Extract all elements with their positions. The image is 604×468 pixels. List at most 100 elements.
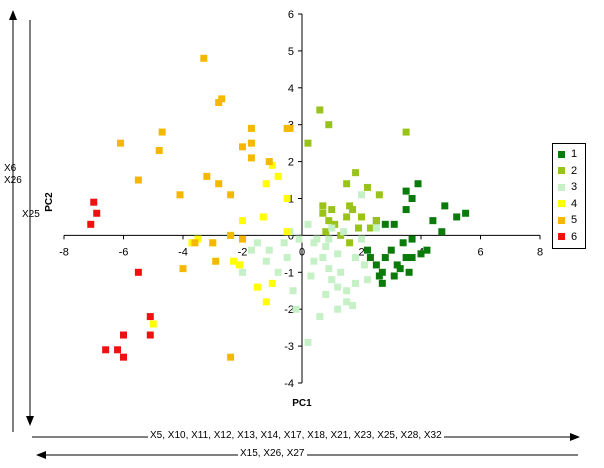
data-point-series-5	[117, 139, 125, 147]
legend-label: 2	[571, 164, 578, 177]
data-point-series-3	[280, 239, 288, 247]
data-point-series-1	[363, 246, 371, 254]
data-point-series-3	[328, 224, 336, 232]
legend-swatch	[558, 167, 565, 175]
data-point-series-5	[247, 139, 255, 147]
data-point-series-3	[319, 254, 327, 262]
data-point-series-1	[441, 202, 449, 210]
legend-item: 2	[558, 163, 585, 180]
data-point-series-1	[366, 254, 374, 262]
data-point-series-3	[340, 228, 348, 236]
data-point-series-5	[215, 99, 223, 107]
data-point-series-6	[134, 268, 142, 276]
data-point-series-4	[262, 298, 270, 306]
legend-item: 5	[558, 212, 585, 229]
legend-swatch	[558, 216, 565, 224]
data-point-series-1	[390, 220, 398, 228]
data-point-series-5	[227, 191, 235, 199]
left-arrow-down	[26, 20, 34, 426]
data-point-series-2	[372, 217, 380, 225]
data-point-series-3	[265, 246, 273, 254]
data-point-series-5	[227, 353, 235, 361]
x-tick-label: 2	[358, 246, 364, 258]
data-point-series-2	[363, 183, 371, 191]
legend-label: 1	[571, 148, 578, 161]
x-tick-label: -6	[119, 246, 129, 258]
data-point-series-1	[399, 239, 407, 247]
data-point-series-3	[349, 302, 357, 310]
y-tick-label: 5	[288, 46, 294, 58]
y-axis-title: PC2	[44, 192, 55, 212]
data-point-series-4	[253, 283, 261, 291]
data-point-series-1	[438, 228, 446, 236]
y-tick-label: 0	[288, 230, 294, 242]
data-point-series-2	[304, 139, 312, 147]
data-point-series-1	[378, 279, 386, 287]
data-point-series-4	[283, 195, 291, 202]
legend-item: 6	[558, 229, 585, 246]
data-point-series-5	[200, 54, 208, 62]
data-point-series-5	[247, 124, 255, 132]
data-point-series-1	[396, 265, 404, 273]
data-point-series-5	[176, 191, 184, 199]
data-point-series-4	[236, 261, 244, 269]
data-point-series-3	[304, 220, 312, 228]
y-tick-label: -4	[284, 378, 294, 390]
data-point-series-1	[405, 268, 413, 276]
data-point-series-5	[283, 124, 291, 132]
y-tick-label: -1	[284, 267, 294, 279]
data-point-series-3	[358, 191, 365, 199]
data-point-series-3	[372, 224, 380, 232]
data-point-series-2	[325, 121, 333, 129]
data-point-series-5	[239, 235, 246, 243]
data-point-series-5	[247, 154, 255, 162]
data-point-series-2	[337, 231, 345, 239]
data-point-series-1	[414, 180, 422, 188]
data-point-series-3	[363, 276, 371, 284]
data-point-series-6	[102, 346, 110, 354]
data-point-series-2	[331, 220, 339, 228]
legend: 1 2 3 4 5 6	[552, 143, 586, 249]
data-point-series-4	[268, 161, 276, 169]
data-point-series-2	[319, 209, 327, 217]
data-point-series-5	[239, 143, 246, 151]
data-point-series-6	[120, 353, 127, 361]
data-point-series-2	[358, 213, 365, 221]
data-point-series-1	[390, 272, 398, 280]
left-bottom-label: X25	[22, 209, 40, 220]
y-tick-label: 4	[288, 83, 294, 95]
legend-item: 3	[558, 179, 585, 196]
data-point-series-2	[328, 206, 336, 214]
data-point-series-3	[310, 239, 318, 247]
data-point-series-2	[349, 206, 357, 214]
y-tick-label: -2	[284, 304, 294, 316]
data-point-series-5	[215, 180, 223, 188]
data-point-series-3	[283, 254, 291, 262]
data-point-series-1	[381, 254, 389, 262]
data-point-series-4	[268, 279, 276, 287]
data-point-series-1	[408, 254, 416, 262]
data-point-series-1	[381, 220, 389, 228]
data-point-series-5	[265, 158, 273, 166]
data-point-series-2	[343, 180, 351, 188]
data-point-series-2	[355, 224, 363, 232]
left-top-label: X6 X26	[4, 163, 22, 186]
data-point-series-1	[453, 213, 461, 221]
data-point-series-1	[408, 195, 416, 202]
data-point-series-6	[146, 313, 154, 321]
data-point-series-3	[247, 246, 255, 254]
x-tick-label: -8	[59, 246, 69, 258]
y-tick-label: -3	[284, 341, 294, 353]
x-tick-label: -4	[178, 246, 188, 258]
data-point-series-5	[134, 176, 142, 184]
data-point-series-1	[423, 246, 431, 254]
data-point-series-2	[316, 106, 324, 114]
left-arrow-up	[9, 10, 17, 432]
data-point-series-2	[322, 228, 330, 236]
data-point-series-2	[402, 128, 410, 136]
data-point-series-2	[346, 239, 354, 247]
data-point-series-3	[322, 290, 330, 298]
data-point-series-5	[209, 239, 217, 247]
data-point-series-1	[429, 217, 437, 225]
data-point-series-6	[93, 209, 101, 217]
